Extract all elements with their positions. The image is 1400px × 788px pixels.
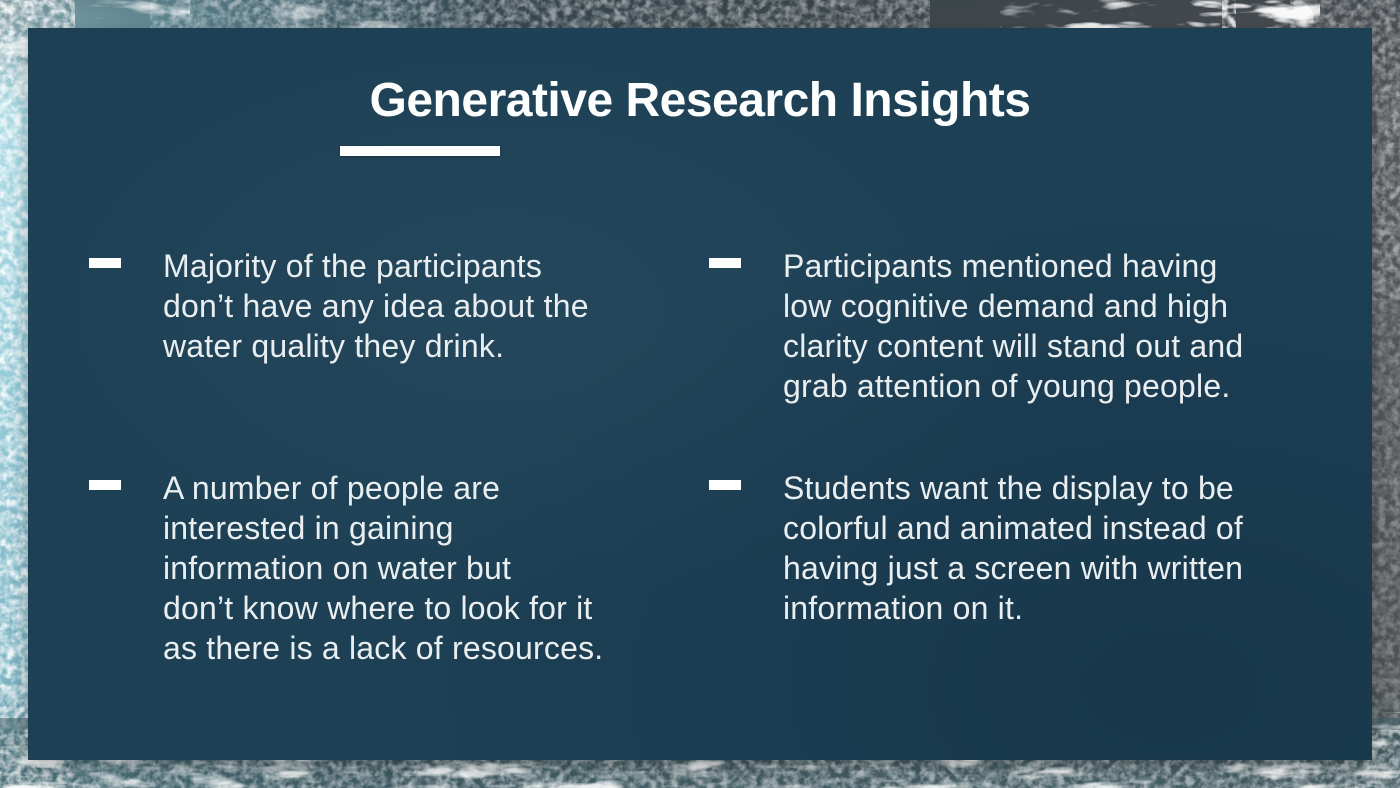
dash-bullet-icon [89, 480, 121, 490]
dash-bullet-icon [709, 258, 741, 268]
title-underline [340, 146, 500, 156]
insight-item-4: Students want the display to be colorful… [709, 468, 1359, 628]
insight-item-1: Majority of the participants don’t have … [89, 246, 689, 366]
insight-item-2: Participants mentioned having low cognit… [709, 246, 1359, 406]
dash-bullet-icon [709, 480, 741, 490]
insight-text: Majority of the participants don’t have … [163, 248, 589, 364]
slide-panel [28, 28, 1372, 760]
insight-text: Participants mentioned having low cognit… [783, 248, 1244, 404]
insight-text: Students want the display to be colorful… [783, 470, 1244, 626]
insight-text: A number of people are interested in gai… [163, 470, 604, 666]
slide-title: Generative Research Insights [369, 74, 1031, 127]
insight-item-3: A number of people are interested in gai… [89, 468, 689, 668]
dash-bullet-icon [89, 258, 121, 268]
